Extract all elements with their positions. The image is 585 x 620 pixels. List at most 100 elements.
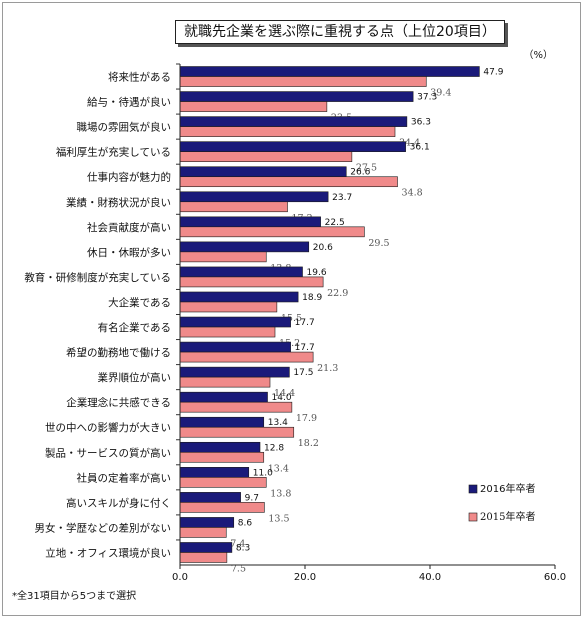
bar-2015 (179, 426, 295, 438)
data-label-2016: 19.6 (307, 268, 327, 278)
category-label: 教育・研修制度が充実している (24, 271, 171, 284)
data-label-2016: 36.3 (411, 118, 431, 128)
category-label: 福利厚生が充実している (56, 146, 171, 159)
bar-2016 (179, 66, 480, 77)
category-label: 社員の定着率が高い (77, 471, 172, 484)
data-label-2016: 17.5 (293, 368, 313, 378)
data-label-2016: 26.6 (350, 168, 370, 178)
data-label-2016: 11.0 (253, 468, 273, 478)
bar-2015 (179, 301, 278, 313)
bar-2015 (179, 176, 398, 188)
data-label-2015: 34.8 (402, 188, 423, 199)
bar-2016 (179, 141, 406, 152)
bar-2015 (179, 101, 328, 112)
category-label: 大企業である (108, 296, 171, 309)
category-label: 将来性がある (108, 71, 171, 84)
data-label-2016: 8.3 (236, 543, 250, 553)
bar-2016 (179, 492, 241, 503)
chart-title: 就職先企業を選ぶ際に重視する点（上位20項目） (175, 20, 505, 44)
bar-2016 (179, 391, 268, 403)
data-label-2015: 13.5 (268, 513, 289, 524)
bar-2015 (179, 126, 396, 137)
data-label-2015: 15.5 (281, 313, 302, 324)
footnote: *全31項目から5つまで選択 (12, 591, 137, 602)
x-tick-label: 20.0 (294, 572, 316, 583)
bar-2015 (179, 552, 228, 563)
bar-2016 (179, 366, 290, 378)
bar-2016 (179, 416, 265, 428)
data-label-2015: 17.9 (296, 413, 317, 424)
bar-2016 (179, 241, 310, 253)
data-label-2016: 47.9 (483, 68, 503, 78)
category-label: 製品・サービスの質が高い (45, 446, 171, 459)
bar-2015 (179, 251, 267, 263)
bar-2016 (179, 116, 408, 127)
category-label: 業績・財務状況が良い (66, 196, 171, 209)
data-label-2016: 14.0 (272, 393, 292, 403)
data-label-2016: 17.7 (295, 343, 315, 353)
bar-2016 (179, 191, 329, 203)
data-label-2015: 27.5 (356, 163, 377, 174)
data-label-2015: 13.8 (270, 488, 291, 499)
data-label-2016: 17.7 (295, 318, 315, 328)
bar-2016 (179, 542, 233, 553)
data-label-2015: 14.4 (274, 388, 295, 399)
x-tick-label: 40.0 (419, 572, 441, 583)
bar-2015 (179, 451, 265, 463)
bar-2016 (179, 291, 299, 303)
category-label: 有名企業である (98, 321, 171, 334)
category-label: 世の中への影響力が大きい (45, 421, 171, 434)
legend-label-2016: 2016年卒者 (480, 482, 535, 495)
x-tick-label: 60.0 (544, 572, 566, 583)
category-label: 社会貢献度が高い (87, 221, 171, 234)
data-label-2016: 22.5 (325, 218, 345, 228)
bar-2015 (179, 201, 288, 213)
bar-2015 (179, 276, 324, 288)
bar-2015 (179, 401, 293, 413)
legend-swatch-2015 (468, 512, 478, 522)
data-label-2016: 13.4 (268, 418, 288, 428)
category-label: 高いスキルが身に付く (66, 496, 171, 509)
bar-2015 (179, 502, 265, 513)
bar-2015 (179, 151, 353, 162)
bar-2016 (179, 517, 235, 528)
bar-2015 (179, 376, 271, 388)
bar-2016 (179, 266, 303, 278)
bar-2015 (179, 76, 427, 87)
bar-2016 (179, 316, 291, 328)
data-label-2016: 18.9 (302, 293, 322, 303)
x-tick-label: 0.0 (172, 572, 188, 583)
bar-2016 (179, 166, 347, 178)
data-label-2016: 23.7 (332, 193, 352, 203)
legend-swatch-2016 (468, 484, 478, 494)
data-label-2016: 9.7 (245, 493, 259, 503)
bar-2016 (179, 467, 250, 478)
data-label-2016: 12.8 (264, 443, 284, 453)
bar-2015 (179, 326, 276, 338)
data-label-2015: 7.4 (230, 538, 245, 549)
category-label: 職場の雰囲気が良い (77, 121, 172, 134)
bar-2016 (179, 341, 291, 353)
bar-2016 (179, 441, 261, 453)
data-label-2015: 7.5 (231, 563, 246, 574)
category-label: 男女・学歴などの差別がない (35, 521, 172, 534)
data-label-2015: 39.4 (430, 88, 451, 99)
data-label-2016: 20.6 (313, 243, 333, 253)
category-label: 立地・オフィス環境が良い (45, 546, 171, 559)
data-label-2015: 18.2 (298, 438, 319, 449)
data-label-2015: 22.9 (327, 288, 348, 299)
data-label-2016: 37.3 (417, 93, 437, 103)
category-label: 希望の勤務地で働ける (66, 346, 171, 359)
data-label-2016: 8.6 (238, 518, 253, 528)
category-label: 休日・休暇が多い (87, 246, 171, 259)
bar-2016 (179, 91, 414, 102)
data-label-2016: 36.1 (410, 143, 430, 153)
data-label-2015: 34.4 (399, 138, 420, 149)
data-label-2015: 13.4 (268, 463, 289, 474)
category-label: 給与・待遇が良い (87, 96, 171, 109)
bar-2015 (179, 226, 365, 238)
legend-label-2015: 2015年卒者 (480, 510, 535, 523)
data-label-2015: 21.3 (317, 363, 338, 374)
bar-2016 (179, 216, 321, 228)
